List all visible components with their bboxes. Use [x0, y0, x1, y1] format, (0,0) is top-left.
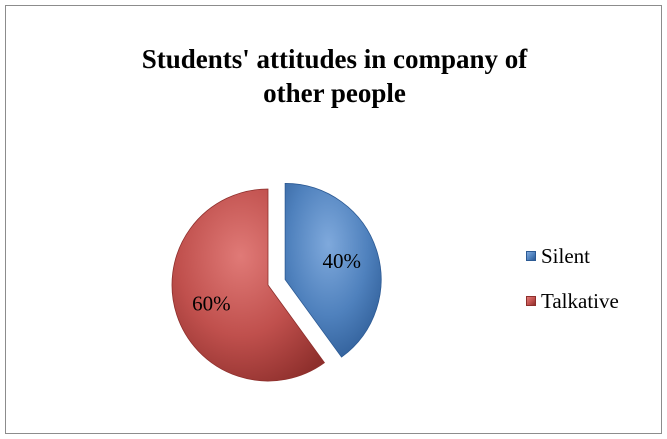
- pie-chart: 40% 60%: [171, 183, 382, 382]
- legend-item-silent: Silent: [526, 244, 619, 268]
- data-label-silent: 40%: [322, 249, 361, 273]
- legend-swatch-talkative: [526, 296, 536, 306]
- legend-swatch-silent: [526, 251, 536, 261]
- legend-label-talkative: Talkative: [541, 288, 619, 313]
- legend: Silent Talkative: [526, 244, 619, 334]
- chart-title-line-2: other people: [263, 78, 406, 108]
- data-label-talkative: 60%: [192, 291, 231, 315]
- pie-slice-talkative: [171, 188, 325, 382]
- chart-area: Students' attitudes in company of other …: [5, 5, 662, 434]
- chart-title-line-1: Students' attitudes in company of: [141, 44, 528, 74]
- legend-label-silent: Silent: [541, 243, 591, 268]
- chart-title: Students' attitudes in company of other …: [6, 42, 663, 110]
- pie-slice-silent: [284, 183, 382, 358]
- legend-item-talkative: Talkative: [526, 289, 619, 313]
